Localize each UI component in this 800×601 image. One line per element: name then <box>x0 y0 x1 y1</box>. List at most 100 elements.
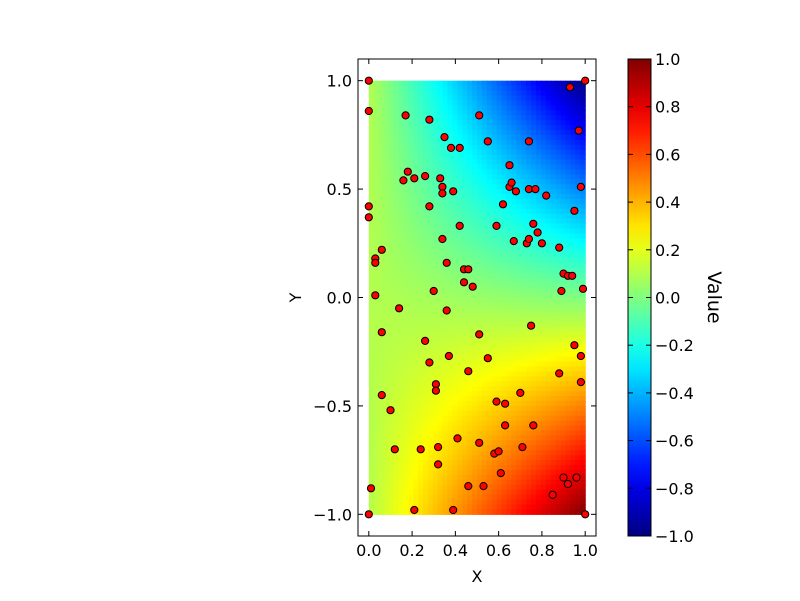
heatmap-cell <box>373 139 380 146</box>
heatmap-cell <box>555 465 562 471</box>
heatmap-cell <box>496 465 503 471</box>
heatmap-cell <box>422 415 429 422</box>
heatmap-cell <box>388 243 395 249</box>
scatter-point <box>444 351 453 361</box>
heatmap-cell <box>570 465 576 471</box>
heatmap-cell <box>403 425 409 432</box>
heatmap-cell <box>506 149 513 156</box>
heatmap-cell <box>521 312 527 318</box>
heatmap-cell <box>540 317 547 323</box>
heatmap-cell <box>432 302 439 308</box>
heatmap-cell <box>442 479 449 486</box>
heatmap-cell <box>378 85 385 92</box>
heatmap-cell <box>570 213 576 220</box>
heatmap-cell <box>575 494 581 501</box>
heatmap-cell <box>432 139 439 146</box>
heatmap-cell <box>531 267 537 274</box>
heatmap-cell <box>491 410 498 417</box>
heatmap-cell <box>501 80 508 87</box>
heatmap-cell <box>422 440 429 446</box>
heatmap-cell <box>472 238 478 244</box>
heatmap-cell <box>526 277 532 284</box>
heatmap-cell <box>408 396 414 402</box>
heatmap-cell <box>560 494 567 501</box>
heatmap-cell <box>413 194 419 200</box>
heatmap-cell <box>472 292 478 299</box>
heatmap-cell <box>432 410 439 417</box>
heatmap-cell <box>496 361 503 368</box>
heatmap-cell <box>447 292 454 299</box>
heatmap-cell <box>496 504 503 510</box>
heatmap-cell <box>467 420 473 427</box>
heatmap-cell <box>373 465 380 471</box>
heatmap-cell <box>457 198 463 205</box>
heatmap-cell <box>481 154 488 161</box>
heatmap-cell <box>486 110 493 116</box>
heatmap-cell <box>388 415 395 422</box>
heatmap-cell <box>555 312 562 318</box>
heatmap-cell <box>516 322 522 328</box>
heatmap-cell <box>496 144 503 151</box>
heatmap-cell <box>442 494 449 501</box>
heatmap-cell <box>491 134 498 141</box>
heatmap-cell <box>536 405 542 412</box>
heatmap-cell <box>467 331 473 338</box>
heatmap-cell <box>403 435 409 442</box>
heatmap-cell <box>437 228 444 235</box>
heatmap-cell <box>550 110 557 116</box>
heatmap-cell <box>580 267 586 274</box>
heatmap-cell <box>452 115 458 121</box>
heatmap-cell <box>506 307 513 313</box>
heatmap-cell <box>472 351 478 358</box>
heatmap-cell <box>511 336 517 343</box>
heatmap-cell <box>368 218 375 225</box>
heatmap-cell <box>422 85 429 92</box>
heatmap-cell <box>511 218 517 225</box>
scatter-point <box>364 202 373 211</box>
heatmap-cell <box>462 287 468 294</box>
heatmap-cell <box>368 386 375 392</box>
heatmap-cell <box>403 85 409 92</box>
heatmap-cell <box>521 381 527 387</box>
heatmap-cell <box>540 376 547 382</box>
heatmap-cell <box>462 489 468 496</box>
heatmap-cell <box>486 322 493 328</box>
heatmap-cell <box>472 272 478 279</box>
heatmap-cell <box>442 287 449 294</box>
heatmap-cell <box>462 312 468 318</box>
heatmap-cell <box>472 169 478 175</box>
heatmap-cell <box>417 233 424 239</box>
heatmap-cell <box>373 149 380 156</box>
heatmap-cell <box>491 474 498 481</box>
heatmap-cell <box>477 312 483 318</box>
heatmap-cell <box>403 228 409 235</box>
heatmap-cell <box>565 144 572 151</box>
heatmap-cell <box>486 149 493 156</box>
heatmap-cell <box>442 317 449 323</box>
heatmap-cell <box>393 105 399 111</box>
heatmap-cell <box>408 445 414 451</box>
heatmap-cell <box>437 450 444 456</box>
heatmap-cell <box>501 361 508 368</box>
heatmap-cell <box>417 327 424 333</box>
heatmap-cell <box>496 425 503 432</box>
heatmap-cell <box>432 415 439 422</box>
heatmap-cell <box>388 189 395 195</box>
heatmap-cell <box>575 277 581 284</box>
heatmap-cell <box>472 376 478 382</box>
heatmap-cell <box>580 484 586 491</box>
heatmap-cell <box>477 366 483 373</box>
heatmap-cell <box>388 287 395 294</box>
heatmap-cell <box>521 154 527 161</box>
heatmap-cell <box>526 391 532 397</box>
heatmap-cell <box>408 95 414 101</box>
heatmap-cell <box>575 223 581 230</box>
heatmap-cell <box>565 208 572 215</box>
heatmap-cell <box>521 361 527 368</box>
heatmap-cell <box>506 346 513 353</box>
heatmap-cell <box>511 465 517 471</box>
heatmap-cell <box>432 420 439 427</box>
heatmap-cell <box>393 287 399 294</box>
heatmap-cell <box>545 405 552 412</box>
heatmap-cell <box>560 253 567 259</box>
